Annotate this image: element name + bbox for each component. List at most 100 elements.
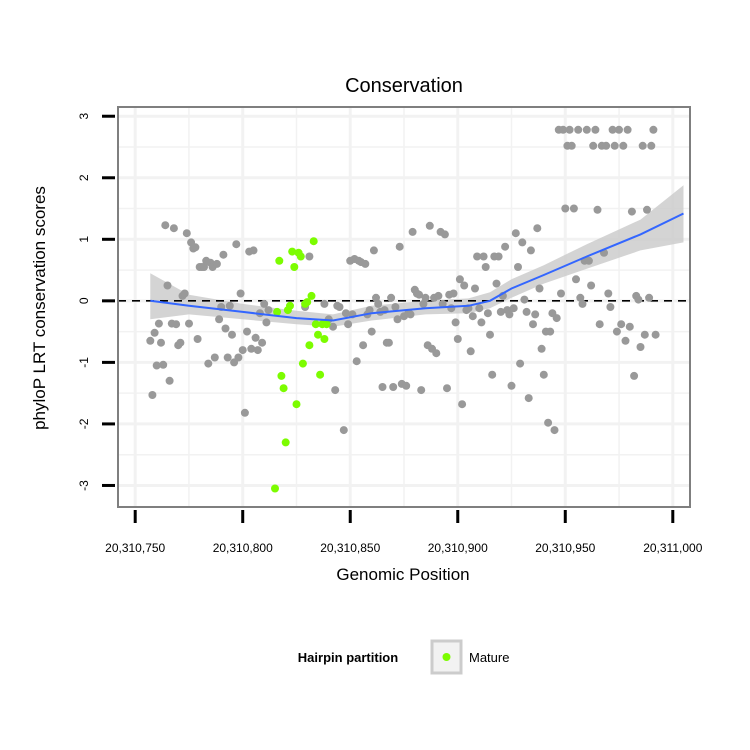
data-point (507, 381, 516, 390)
data-point (544, 418, 553, 427)
data-point (389, 383, 398, 391)
data-point (625, 322, 634, 331)
data-point (634, 295, 643, 304)
data-point (264, 306, 273, 315)
data-point (539, 370, 548, 379)
data-point (369, 246, 378, 255)
data-point (329, 322, 337, 331)
data-point (475, 304, 484, 313)
mature-point (288, 247, 297, 256)
data-point (210, 353, 219, 362)
data-point (505, 310, 514, 319)
data-point (215, 315, 224, 324)
x-tick-label: 20,310,950 (535, 541, 595, 555)
data-point (516, 359, 525, 368)
mature-point (277, 371, 286, 380)
mature-point (305, 341, 314, 350)
data-point (395, 242, 404, 251)
data-point (344, 320, 353, 329)
data-point (481, 263, 490, 271)
data-point (557, 289, 565, 298)
data-point (447, 304, 456, 313)
smooth-line-layer (150, 212, 684, 322)
data-point (608, 125, 617, 134)
data-point (243, 327, 251, 336)
data-point (612, 327, 621, 336)
data-point (535, 284, 544, 293)
data-point (402, 381, 411, 390)
x-tick-label: 20,311,000 (643, 541, 702, 555)
data-point (473, 252, 482, 261)
mature-point (298, 359, 307, 368)
y-tick-label: 0 (77, 297, 91, 304)
data-point (419, 299, 428, 308)
data-point (514, 263, 522, 271)
data-point (165, 376, 174, 385)
data-point (604, 289, 613, 298)
data-point (221, 324, 230, 333)
data-point (408, 227, 417, 236)
data-point (576, 293, 585, 302)
data-point (458, 400, 467, 409)
data-point (451, 318, 460, 327)
x-axis-label: Genomic Position (336, 565, 469, 584)
data-point (584, 256, 593, 265)
data-point (643, 205, 651, 214)
data-point (627, 207, 636, 216)
data-point (415, 290, 424, 299)
y-axis: -3 -2 -1 0 1 2 3 (77, 113, 115, 491)
data-point (617, 320, 626, 329)
data-point (531, 310, 540, 319)
data-point (638, 141, 647, 150)
data-point (212, 259, 221, 268)
legend-title: Hairpin partition (298, 650, 398, 665)
data-point (440, 230, 449, 239)
data-point (466, 347, 475, 356)
data-point (520, 295, 529, 304)
data-point (434, 291, 443, 300)
data-point (565, 125, 574, 134)
data-point (372, 293, 380, 302)
data-point (200, 263, 208, 271)
data-point (529, 320, 537, 329)
data-point (240, 408, 249, 417)
data-point (572, 275, 580, 284)
x-tick-label: 20,310,800 (213, 541, 273, 555)
data-point (387, 293, 396, 302)
mature-point (286, 301, 294, 310)
data-point (185, 319, 193, 328)
mature-point (281, 438, 290, 447)
data-point (460, 281, 469, 290)
y-tick-label: -2 (77, 418, 91, 429)
mature-point (309, 237, 318, 246)
data-point (359, 341, 368, 350)
mature-point (314, 330, 322, 339)
data-point (550, 426, 559, 435)
data-point (630, 371, 639, 380)
data-point (247, 344, 256, 353)
data-point (406, 310, 415, 319)
data-point (391, 303, 400, 311)
data-point (561, 204, 570, 213)
data-point (623, 125, 632, 134)
data-point (606, 303, 615, 311)
data-point (320, 299, 329, 308)
y-tick-label: -1 (77, 357, 91, 368)
data-point (636, 343, 645, 351)
data-point (453, 335, 462, 343)
data-point (180, 289, 189, 298)
data-point (223, 353, 232, 362)
y-tick-label: 3 (77, 113, 91, 120)
data-point (602, 141, 611, 150)
data-point (384, 338, 393, 347)
data-point (339, 426, 348, 435)
data-point (367, 327, 376, 336)
data-point (232, 240, 241, 249)
data-point (509, 304, 518, 313)
data-point (567, 141, 576, 150)
mature-point (303, 298, 312, 307)
data-point (546, 327, 555, 336)
data-point (552, 314, 561, 323)
data-point (494, 252, 503, 261)
